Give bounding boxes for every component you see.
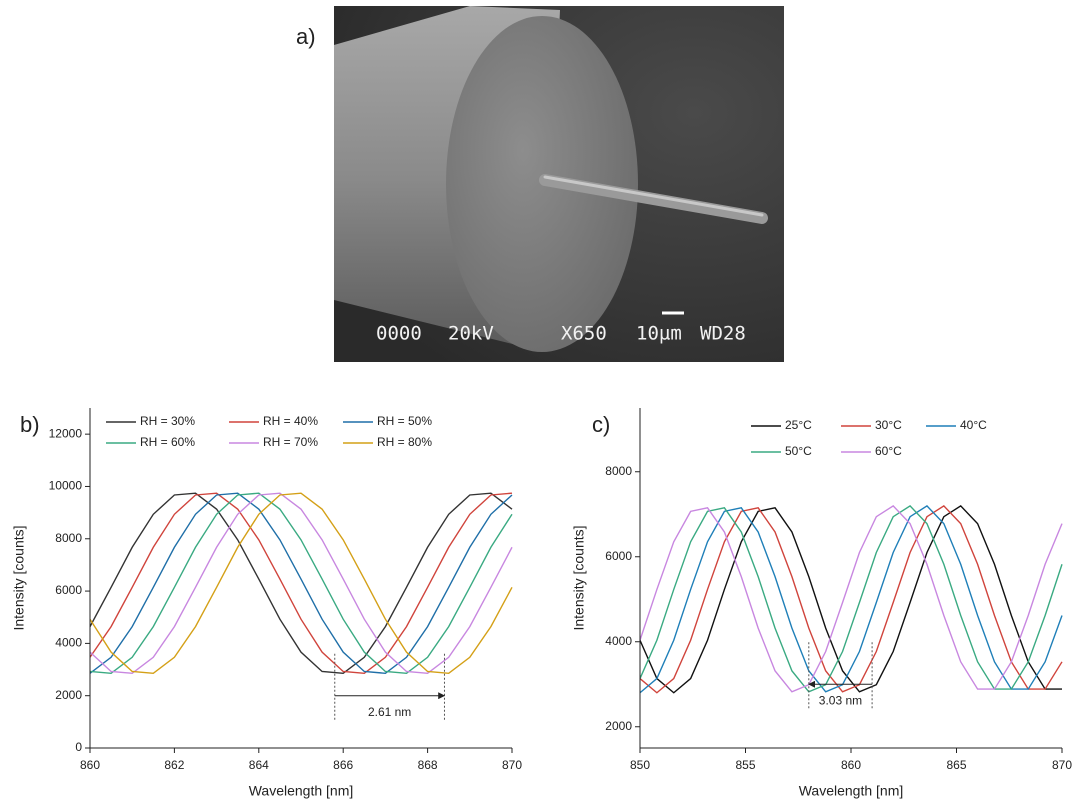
panel-label: b): [20, 412, 40, 437]
x-tick-label: 870: [502, 758, 522, 772]
y-tick-label: 4000: [605, 634, 632, 648]
sem-info: 10µm: [636, 323, 682, 345]
y-tick-label: 8000: [605, 464, 632, 478]
sem-info: X650: [561, 323, 607, 345]
legend-label: 25°C: [785, 418, 812, 432]
y-tick-label: 12000: [49, 426, 83, 440]
y-tick-label: 8000: [55, 531, 82, 545]
panel-label: a): [296, 24, 316, 49]
data-line: [89, 492, 513, 675]
legend-label: RH = 60%: [140, 435, 195, 449]
data-line: [89, 492, 513, 675]
x-tick-label: 862: [164, 758, 184, 772]
data-line: [639, 505, 1063, 694]
x-tick-label: 855: [735, 758, 755, 772]
data-line: [89, 492, 513, 675]
y-tick-label: 6000: [55, 583, 82, 597]
data-line: [639, 505, 1063, 693]
x-tick-label: 870: [1052, 758, 1072, 772]
legend-label: RH = 80%: [377, 435, 432, 449]
x-axis-label: Wavelength [nm]: [799, 783, 904, 799]
sem-image: 0000 20kV X650 10µm WD28: [334, 6, 784, 362]
rod-highlight: [543, 175, 764, 217]
y-tick-label: 6000: [605, 549, 632, 563]
sem-info: 0000: [376, 323, 422, 345]
legend-label: RH = 50%: [377, 414, 432, 428]
legend-label: RH = 30%: [140, 414, 195, 428]
y-tick-label: 0: [75, 740, 82, 754]
y-axis-label: Intensity [counts]: [571, 525, 587, 630]
x-tick-label: 866: [333, 758, 353, 772]
x-tick-label: 860: [80, 758, 100, 772]
sem-info: 20kV: [448, 323, 494, 345]
x-tick-label: 864: [249, 758, 269, 772]
data-line: [89, 492, 513, 675]
data-line: [639, 505, 1063, 694]
data-line: [639, 505, 1063, 693]
y-tick-label: 2000: [605, 719, 632, 733]
annotation-label: 3.03 nm: [819, 693, 862, 707]
legend-label: 40°C: [960, 418, 987, 432]
data-line: [89, 492, 513, 675]
legend-label: 30°C: [875, 418, 902, 432]
sem-info: WD28: [700, 323, 746, 345]
legend-label: 50°C: [785, 444, 812, 458]
y-tick-label: 4000: [55, 636, 82, 650]
y-tick-label: 2000: [55, 688, 82, 702]
legend-label: RH = 40%: [263, 414, 318, 428]
y-axis-label: Intensity [counts]: [11, 525, 27, 630]
x-axis-label: Wavelength [nm]: [249, 783, 354, 799]
legend-label: 60°C: [875, 444, 902, 458]
x-tick-label: 850: [630, 758, 650, 772]
data-line: [89, 492, 513, 675]
legend-label: RH = 70%: [263, 435, 318, 449]
panel-label: c): [592, 412, 610, 437]
annotation-label: 2.61 nm: [368, 705, 411, 719]
x-tick-label: 865: [946, 758, 966, 772]
x-tick-label: 860: [841, 758, 861, 772]
data-line: [639, 505, 1062, 694]
taper-rod: [539, 174, 768, 224]
y-tick-label: 10000: [49, 479, 83, 493]
x-tick-label: 868: [418, 758, 438, 772]
